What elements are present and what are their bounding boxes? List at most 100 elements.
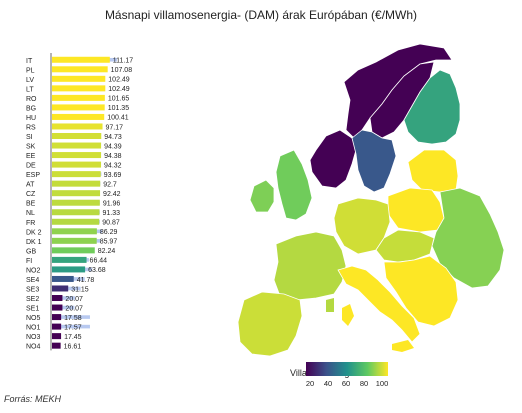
legend-tick-label: 20 <box>306 379 314 388</box>
map-region <box>342 304 354 326</box>
bar <box>52 304 63 311</box>
category-label: BG <box>26 105 36 112</box>
previous-bar <box>52 315 90 319</box>
legend-tick-label: 40 <box>324 379 332 388</box>
value-label: 94.38 <box>104 153 122 160</box>
legend-colorbar <box>306 362 388 376</box>
bar <box>52 314 62 321</box>
bar <box>52 342 61 349</box>
bar <box>52 75 106 82</box>
bar <box>52 190 101 197</box>
bar <box>52 275 74 282</box>
category-label: SE2 <box>26 296 39 303</box>
value-label: 82.24 <box>98 248 116 255</box>
value-label: 92.42 <box>103 191 121 198</box>
value-label: 17.45 <box>64 334 82 341</box>
previous-bar <box>52 324 90 329</box>
value-label: 94.39 <box>104 143 122 150</box>
value-label: 85.97 <box>100 239 118 246</box>
bar <box>52 171 101 178</box>
map-region <box>375 229 435 263</box>
legend-tick-label: 60 <box>342 379 350 388</box>
bar <box>52 152 102 159</box>
map-region <box>237 291 303 357</box>
map-region <box>387 187 445 233</box>
category-label: GB <box>26 248 36 255</box>
bar <box>52 199 100 206</box>
category-label: NL <box>26 210 35 217</box>
map-region <box>383 255 459 327</box>
map-region <box>275 149 313 221</box>
source-note: Forrás: MEKH <box>4 394 62 404</box>
bar <box>52 247 95 254</box>
map-region <box>273 231 347 301</box>
category-label: SE3 <box>26 286 39 293</box>
value-label: 97.17 <box>106 124 124 131</box>
category-label: SE1 <box>26 306 39 313</box>
category-label: DK 2 <box>26 229 42 236</box>
category-label: CZ <box>26 191 36 198</box>
value-label: 16.61 <box>64 343 82 350</box>
value-label: 86.29 <box>100 229 118 236</box>
bar <box>52 123 103 130</box>
category-label: BE <box>26 201 36 208</box>
bar-chart: IT 111.17 PL 107.08 LV 102.49 LT 102.49 RO 101.65… <box>26 53 133 351</box>
value-label: 17.57 <box>64 324 82 331</box>
value-label: 111.17 <box>113 58 133 65</box>
value-label: 102.49 <box>108 77 130 84</box>
category-label: PL <box>26 67 35 74</box>
category-label: DE <box>26 163 36 170</box>
category-label: LV <box>26 77 34 84</box>
value-label: 91.96 <box>103 201 121 208</box>
value-label: 92.7 <box>103 181 117 188</box>
bar <box>52 56 110 63</box>
bar <box>52 161 102 168</box>
map-region <box>326 298 334 312</box>
bar <box>52 266 86 273</box>
bar <box>52 323 62 330</box>
value-label: 102.49 <box>108 86 130 93</box>
value-label: 17.58 <box>64 315 82 322</box>
category-label: RO <box>26 96 37 103</box>
value-label: 101.65 <box>108 96 130 103</box>
category-label: ESP <box>26 172 40 179</box>
category-label: AT <box>26 182 35 189</box>
value-label: 90.87 <box>102 220 120 227</box>
europe-map <box>237 43 505 357</box>
previous-bar <box>52 305 75 310</box>
legend-tick-label: 80 <box>360 379 368 388</box>
map-region <box>337 265 421 343</box>
map-region <box>392 340 414 352</box>
previous-bar <box>52 296 75 300</box>
value-label: 94.73 <box>104 134 122 141</box>
value-label: 41.78 <box>77 277 95 284</box>
bar <box>52 237 97 244</box>
value-label: 66.44 <box>90 258 108 265</box>
bar <box>52 66 108 73</box>
category-label: NO3 <box>26 334 41 341</box>
value-label: 93.69 <box>104 172 122 179</box>
bar <box>52 256 87 263</box>
bar <box>52 295 63 302</box>
value-label: 94.32 <box>104 162 122 169</box>
map-region <box>431 187 505 289</box>
map-region <box>309 129 357 189</box>
bar <box>52 228 97 235</box>
value-label: 91.33 <box>102 210 120 217</box>
category-label: NO4 <box>26 344 41 351</box>
category-label: NO5 <box>26 315 41 322</box>
bar <box>52 85 106 92</box>
legend-tick-label: 100 <box>376 379 389 388</box>
category-label: SE4 <box>26 277 39 284</box>
bar <box>52 209 100 216</box>
value-label: 31.15 <box>71 286 89 293</box>
category-label: SK <box>26 144 36 151</box>
category-label: LT <box>26 86 34 93</box>
category-label: SI <box>26 134 33 141</box>
category-label: FR <box>26 220 35 227</box>
bar <box>52 333 62 340</box>
bar <box>52 133 102 140</box>
chart-title: Másnapi villamosenergia- (DAM) árak Euró… <box>104 8 418 22</box>
bar <box>52 218 100 225</box>
